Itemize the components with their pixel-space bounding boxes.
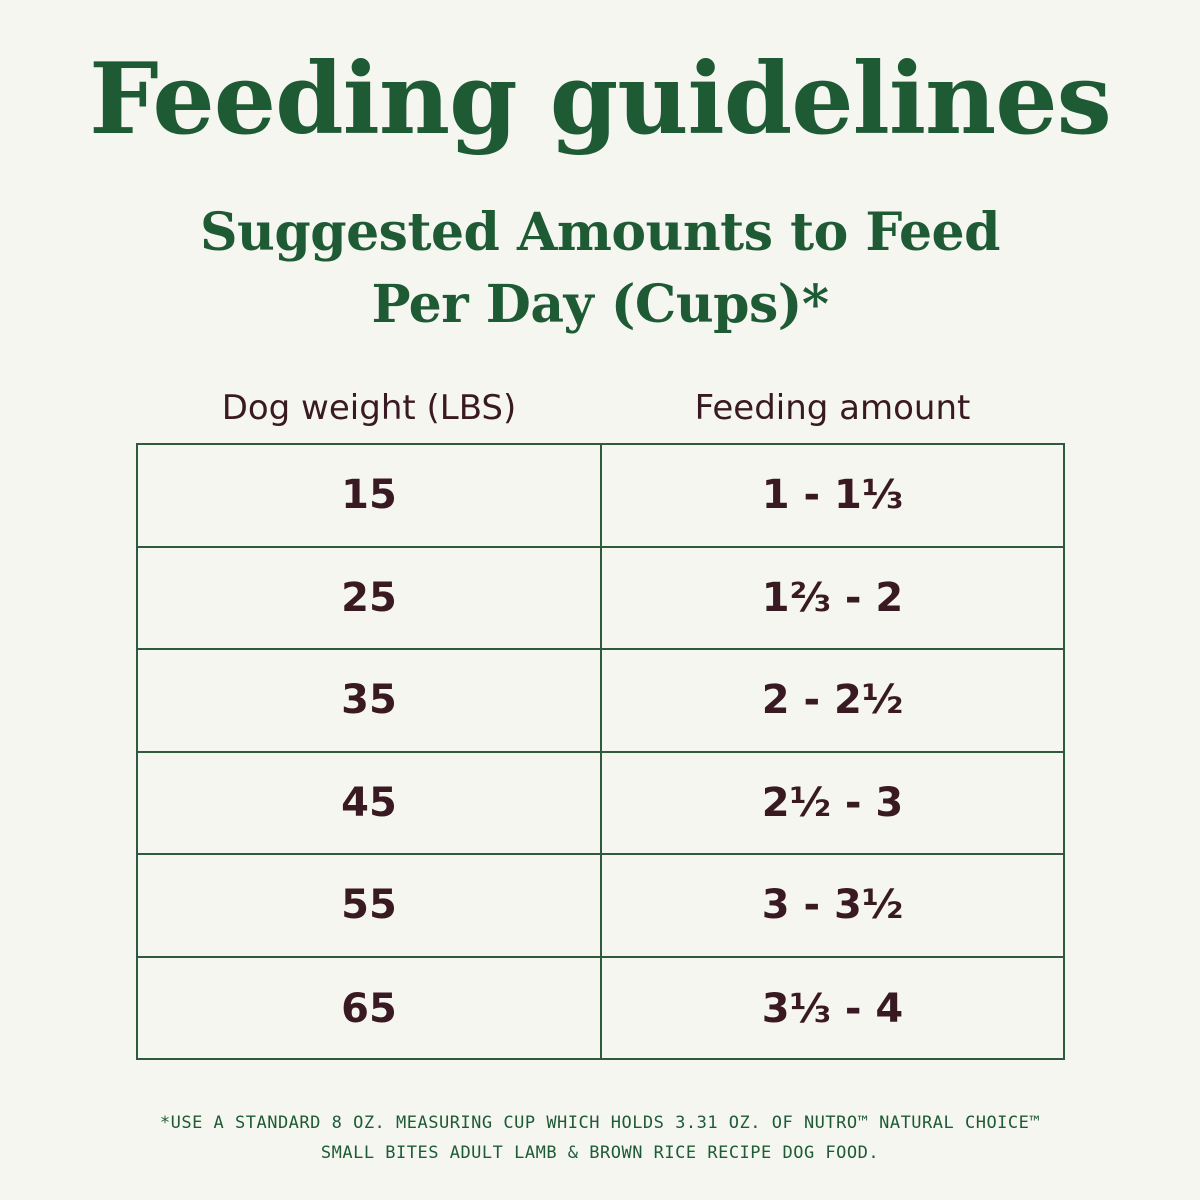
- table-row: 35 2 - 2½: [138, 650, 1063, 753]
- feeding-table: 15 1 - 1⅓ 25 1⅔ - 2 35 2 - 2½ 45 2½ - 3 …: [136, 443, 1065, 1060]
- column-header-feeding-amount: Feeding amount: [694, 388, 971, 428]
- amount-cell: 3⅓ - 4: [761, 985, 904, 1032]
- weight-cell: 65: [138, 957, 602, 1060]
- column-header-dog-weight: Dog weight (LBS): [221, 388, 517, 428]
- footnote-line-1: *USE A STANDARD 8 OZ. MEASURING CUP WHIC…: [159, 1113, 1041, 1133]
- amount-cell: 3 - 3½: [761, 882, 904, 929]
- subtitle-line-1: Suggested Amounts to Feed: [200, 202, 1000, 263]
- subtitle-line-2: Per Day (Cups)*: [371, 274, 829, 335]
- weight-cell: 45: [138, 752, 602, 853]
- weight-cell: 55: [138, 855, 602, 956]
- footnote: *USE A STANDARD 8 OZ. MEASURING CUP WHIC…: [0, 1108, 1200, 1168]
- weight-cell: 15: [138, 445, 602, 546]
- table-row: 65 3⅓ - 4: [138, 957, 1063, 1060]
- table-row: 55 3 - 3½: [138, 855, 1063, 958]
- table-row: 25 1⅔ - 2: [138, 547, 1063, 650]
- weight-cell: 35: [138, 650, 602, 751]
- amount-cell: 1⅔ - 2: [761, 574, 904, 621]
- table-row: 15 1 - 1⅓: [138, 445, 1063, 548]
- weight-cell: 25: [138, 547, 602, 648]
- amount-cell: 2 - 2½: [761, 677, 904, 724]
- footnote-line-2: SMALL BITES ADULT LAMB & BROWN RICE RECI…: [320, 1143, 880, 1163]
- amount-cell: 2½ - 3: [761, 779, 904, 826]
- page-title: Feeding guidelines: [89, 42, 1112, 157]
- subtitle: Suggested Amounts to Feed Per Day (Cups)…: [0, 197, 1200, 341]
- table-row: 45 2½ - 3: [138, 752, 1063, 855]
- amount-cell: 1 - 1⅓: [761, 472, 904, 519]
